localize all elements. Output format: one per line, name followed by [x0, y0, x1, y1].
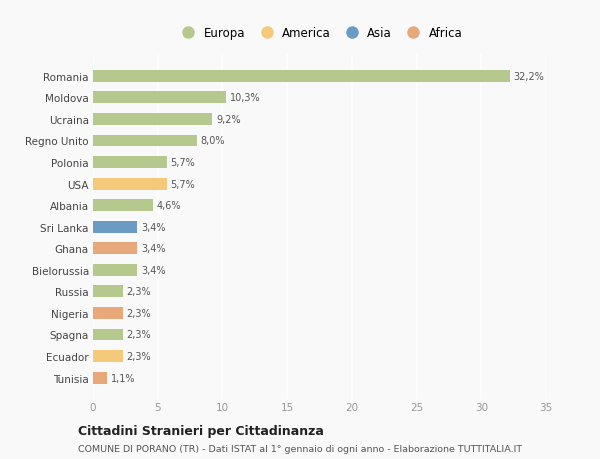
Bar — [93, 200, 152, 212]
Text: 2,3%: 2,3% — [127, 287, 151, 297]
Text: COMUNE DI PORANO (TR) - Dati ISTAT al 1° gennaio di ogni anno - Elaborazione TUT: COMUNE DI PORANO (TR) - Dati ISTAT al 1°… — [78, 444, 522, 453]
Bar — [93, 135, 197, 147]
Text: 3,4%: 3,4% — [141, 222, 166, 232]
Bar — [93, 286, 123, 297]
Text: Cittadini Stranieri per Cittadinanza: Cittadini Stranieri per Cittadinanza — [78, 424, 324, 437]
Text: 1,1%: 1,1% — [111, 373, 136, 383]
Bar — [93, 372, 107, 384]
Bar — [93, 114, 212, 126]
Text: 2,3%: 2,3% — [127, 351, 151, 361]
Legend: Europa, America, Asia, Africa: Europa, America, Asia, Africa — [173, 23, 466, 43]
Bar — [93, 157, 167, 168]
Bar — [93, 92, 226, 104]
Text: 4,6%: 4,6% — [157, 201, 181, 211]
Text: 8,0%: 8,0% — [200, 136, 225, 146]
Bar — [93, 350, 123, 362]
Bar — [93, 178, 167, 190]
Bar — [93, 264, 137, 276]
Text: 9,2%: 9,2% — [216, 115, 241, 125]
Text: 5,7%: 5,7% — [170, 158, 196, 168]
Text: 10,3%: 10,3% — [230, 93, 261, 103]
Bar — [93, 243, 137, 255]
Text: 2,3%: 2,3% — [127, 308, 151, 318]
Text: 32,2%: 32,2% — [514, 72, 545, 82]
Bar — [93, 308, 123, 319]
Text: 5,7%: 5,7% — [170, 179, 196, 189]
Bar — [93, 221, 137, 233]
Bar — [93, 329, 123, 341]
Text: 3,4%: 3,4% — [141, 244, 166, 254]
Bar — [93, 71, 510, 83]
Text: 2,3%: 2,3% — [127, 330, 151, 340]
Text: 3,4%: 3,4% — [141, 265, 166, 275]
